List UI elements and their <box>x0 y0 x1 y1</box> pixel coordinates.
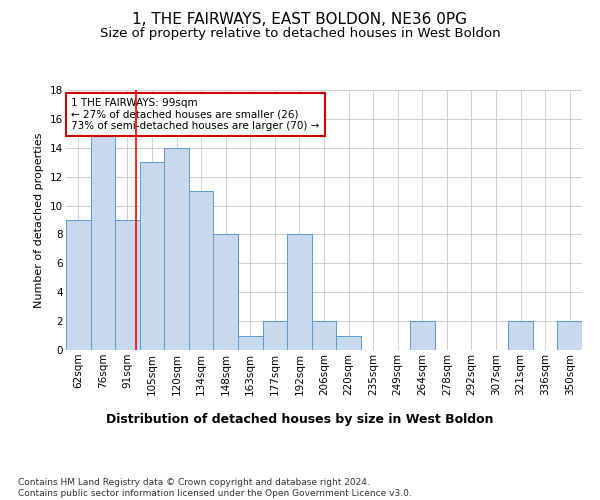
Bar <box>189 191 214 350</box>
Bar <box>263 321 287 350</box>
Y-axis label: Number of detached properties: Number of detached properties <box>34 132 44 308</box>
Text: 1 THE FAIRWAYS: 99sqm
← 27% of detached houses are smaller (26)
73% of semi-deta: 1 THE FAIRWAYS: 99sqm ← 27% of detached … <box>71 98 320 131</box>
Bar <box>91 134 115 350</box>
Text: Distribution of detached houses by size in West Boldon: Distribution of detached houses by size … <box>106 412 494 426</box>
Bar <box>214 234 238 350</box>
Bar <box>557 321 582 350</box>
Bar <box>287 234 312 350</box>
Text: Contains HM Land Registry data © Crown copyright and database right 2024.
Contai: Contains HM Land Registry data © Crown c… <box>18 478 412 498</box>
Bar <box>508 321 533 350</box>
Bar <box>115 220 140 350</box>
Bar <box>336 336 361 350</box>
Bar <box>410 321 434 350</box>
Bar <box>140 162 164 350</box>
Text: 1, THE FAIRWAYS, EAST BOLDON, NE36 0PG: 1, THE FAIRWAYS, EAST BOLDON, NE36 0PG <box>133 12 467 28</box>
Bar <box>312 321 336 350</box>
Bar <box>238 336 263 350</box>
Bar <box>66 220 91 350</box>
Text: Size of property relative to detached houses in West Boldon: Size of property relative to detached ho… <box>100 28 500 40</box>
Bar <box>164 148 189 350</box>
